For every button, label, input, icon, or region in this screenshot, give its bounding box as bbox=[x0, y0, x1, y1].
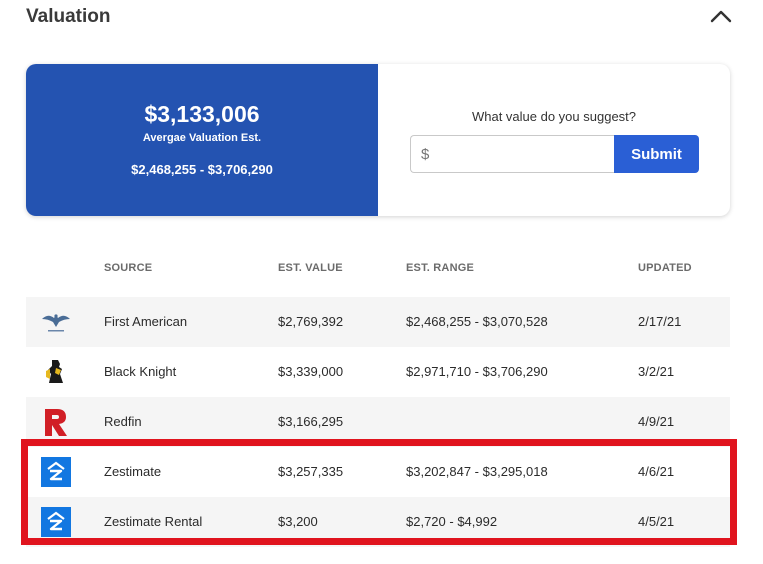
updated-date: 2/17/21 bbox=[638, 314, 682, 329]
average-valuation-panel: $3,133,006 Avergae Valuation Est. $2,468… bbox=[26, 64, 378, 216]
source-name: Black Knight bbox=[104, 364, 177, 379]
source-name: Zestimate Rental bbox=[104, 514, 203, 529]
est-range: $2,720 - $4,992 bbox=[406, 514, 498, 529]
updated-date: 4/9/21 bbox=[638, 414, 675, 429]
est-value: $3,339,000 bbox=[278, 364, 344, 379]
table-row: Zestimate $3,257,335 $3,202,847 - $3,295… bbox=[26, 447, 730, 497]
eagle-icon bbox=[40, 307, 72, 337]
average-range: $2,468,255 - $3,706,290 bbox=[131, 162, 273, 177]
source-name: Redfin bbox=[104, 414, 142, 429]
header-est-range: EST. RANGE bbox=[406, 262, 475, 274]
updated-date: 4/5/21 bbox=[638, 514, 675, 529]
est-value: $3,166,295 bbox=[278, 414, 344, 429]
est-value: $3,257,335 bbox=[278, 464, 344, 479]
header-source: SOURCE bbox=[104, 262, 153, 274]
chevron-up-icon[interactable] bbox=[708, 6, 734, 28]
suggest-value-field bbox=[410, 135, 614, 173]
section-header: Valuation bbox=[26, 0, 736, 36]
updated-date: 3/2/21 bbox=[638, 364, 675, 379]
average-value: $3,133,006 bbox=[144, 101, 260, 127]
table-row: Zestimate Rental $3,200 $2,720 - $4,992 … bbox=[26, 497, 730, 547]
table-row: Redfin $3,166,295 4/9/21 bbox=[26, 397, 730, 447]
table-row: First American $2,769,392 $2,468,255 - $… bbox=[26, 297, 730, 347]
redfin-r-icon bbox=[40, 407, 72, 437]
suggest-value-input[interactable] bbox=[411, 136, 614, 172]
knight-icon bbox=[40, 357, 72, 387]
zillow-icon bbox=[40, 457, 72, 487]
section-title: Valuation bbox=[26, 6, 111, 27]
est-range: $3,202,847 - $3,295,018 bbox=[406, 464, 548, 479]
zillow-icon bbox=[40, 507, 72, 537]
updated-date: 4/6/21 bbox=[638, 464, 675, 479]
valuation-card: $3,133,006 Avergae Valuation Est. $2,468… bbox=[26, 64, 730, 216]
source-name: Zestimate bbox=[104, 464, 162, 479]
source-name: First American bbox=[104, 314, 188, 329]
header-est-value: EST. VALUE bbox=[278, 262, 343, 274]
est-value: $3,200 bbox=[278, 514, 318, 529]
suggest-question: What value do you suggest? bbox=[471, 109, 637, 124]
table-row: Black Knight $3,339,000 $2,971,710 - $3,… bbox=[26, 347, 730, 397]
est-range: $2,971,710 - $3,706,290 bbox=[406, 364, 548, 379]
est-value: $2,769,392 bbox=[278, 314, 344, 329]
est-range: $2,468,255 - $3,070,528 bbox=[406, 314, 548, 329]
average-label: Avergae Valuation Est. bbox=[142, 132, 262, 144]
submit-button[interactable]: Submit bbox=[614, 135, 699, 173]
header-updated: UPDATED bbox=[638, 262, 692, 274]
